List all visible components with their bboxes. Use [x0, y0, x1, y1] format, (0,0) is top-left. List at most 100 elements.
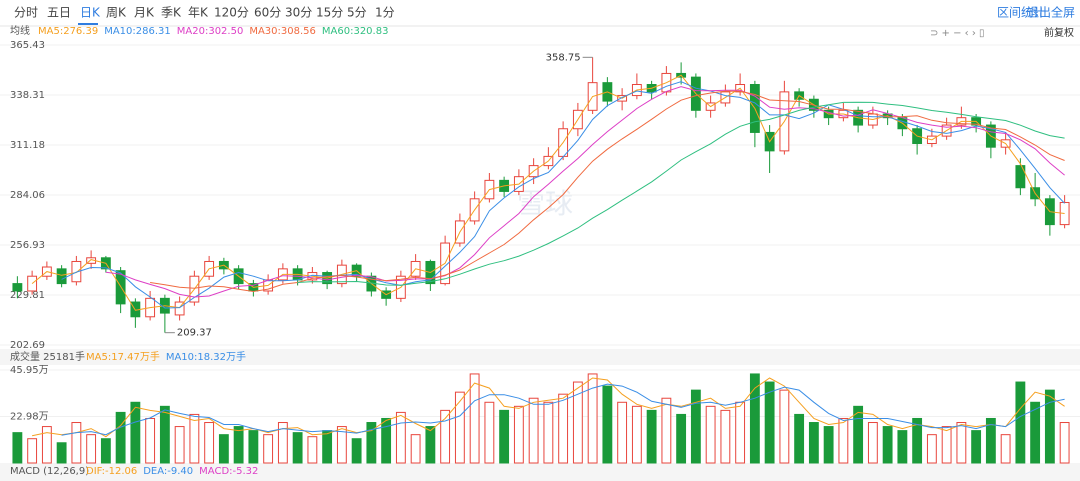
legend-item: DIF:-12.06	[86, 466, 137, 477]
volume-bar	[425, 426, 436, 464]
watermark: 雪球	[517, 187, 573, 220]
volume-bar	[27, 438, 38, 464]
moving-average-line	[105, 86, 1065, 298]
volume-bar	[1015, 381, 1026, 464]
period-tab[interactable]: 五日	[47, 6, 71, 20]
volume-tick-label: 45.95万	[10, 365, 49, 376]
volume-bar	[56, 442, 67, 464]
volume-bar	[882, 426, 893, 464]
volume-bar	[587, 373, 598, 464]
volume-bar	[499, 409, 510, 464]
chart-tools[interactable]: ⊃ + − ‹ › ▯	[930, 28, 985, 39]
volume-bar	[956, 422, 967, 464]
candle-body	[1015, 165, 1026, 189]
volume-bar	[233, 426, 244, 464]
y-tick-label: 338.31	[10, 90, 45, 101]
period-tab[interactable]: 月K	[134, 6, 155, 20]
volume-bar	[764, 381, 775, 464]
volume-bar	[204, 422, 215, 464]
volume-bar	[838, 417, 849, 464]
high-annotation: 358.75	[546, 52, 581, 63]
volume-bar	[572, 381, 583, 464]
volume-bar	[263, 434, 274, 464]
candle-body	[56, 268, 67, 285]
period-tab[interactable]: 60分	[254, 6, 281, 20]
volume-bar	[71, 422, 82, 464]
low-annotation: 209.37	[177, 328, 212, 339]
exit-fullscreen-link[interactable]: 退出全屏	[1027, 5, 1075, 20]
volume-bar	[985, 417, 996, 464]
legend-item: MA30:308.56	[249, 26, 316, 37]
period-tab[interactable]: 年K	[188, 6, 209, 20]
volume-bar	[912, 417, 923, 464]
legend-item: MA5:276.39	[38, 26, 98, 37]
period-tab[interactable]: 30分	[285, 6, 312, 20]
volume-bar	[218, 434, 229, 464]
moving-average-line	[61, 81, 1065, 309]
moving-average-line	[150, 90, 1065, 293]
volume-bar	[189, 413, 200, 464]
volume-bar	[853, 405, 864, 464]
volume-bar	[749, 373, 760, 464]
volume-bar	[174, 426, 185, 464]
legend-item: MA10:286.31	[104, 26, 171, 37]
volume-bar	[395, 411, 406, 464]
period-tab[interactable]: 5分	[347, 6, 367, 20]
adjust-toggle[interactable]: 前复权	[1044, 26, 1074, 39]
volume-bar	[867, 422, 878, 464]
legend-item: MA10:18.32万手	[166, 350, 246, 363]
moving-average-line	[297, 101, 1065, 286]
volume-bar	[159, 405, 170, 464]
legend-item: MA20:302.50	[177, 26, 244, 37]
volume-bar	[676, 413, 687, 464]
period-tab[interactable]: 120分	[214, 6, 249, 20]
volume-title: 成交量 25181手	[10, 350, 85, 363]
volume-bar	[661, 397, 672, 464]
legend-item: MA60:320.83	[322, 26, 389, 37]
volume-bar	[823, 426, 834, 464]
period-tab[interactable]: 周K	[106, 6, 127, 20]
macd-title: MACD (12,26,9)	[10, 466, 89, 477]
volume-bar	[794, 413, 805, 464]
period-tab[interactable]: 1分	[375, 6, 395, 20]
volume-bar	[322, 430, 333, 464]
volume-bar	[145, 417, 156, 464]
volume-bar	[602, 385, 613, 464]
ma-label: 均线	[10, 24, 30, 37]
volume-bar	[1044, 389, 1055, 464]
volume-tick-label: 22.98万	[10, 411, 49, 422]
volume-bar	[735, 401, 746, 464]
volume-bar	[941, 426, 952, 464]
period-tab[interactable]: 日K	[80, 6, 101, 20]
period-tab[interactable]: 季K	[161, 6, 182, 20]
volume-bar	[705, 405, 716, 464]
volume-ma-line	[61, 383, 1065, 436]
volume-bar	[646, 409, 657, 464]
range-stats-link[interactable]: 区间统计	[997, 6, 1045, 20]
volume-bar	[410, 434, 421, 464]
volume-bar	[926, 434, 937, 464]
volume-ma-line	[31, 377, 1065, 438]
legend-item: DEA:-9.40	[143, 466, 193, 477]
volume-bar	[351, 438, 362, 464]
volume-bar	[469, 373, 480, 464]
y-tick-label: 202.69	[10, 340, 45, 351]
volume-bar	[1059, 422, 1070, 464]
y-tick-label: 311.18	[10, 140, 45, 151]
volume-bar	[130, 401, 141, 464]
toolbar	[0, 0, 1080, 26]
volume-bar	[528, 397, 539, 464]
y-tick-label: 229.81	[10, 290, 45, 301]
macd-header	[0, 463, 1080, 481]
volume-bar	[86, 434, 97, 464]
volume-bar	[41, 426, 52, 464]
volume-bar	[248, 430, 259, 464]
candle-body	[174, 301, 185, 316]
period-tab[interactable]: 15分	[316, 6, 343, 20]
volume-bar	[617, 401, 628, 464]
volume-bar	[631, 405, 642, 464]
period-tab[interactable]: 分时	[14, 6, 38, 20]
volume-bar	[307, 436, 318, 464]
volume-bar	[484, 401, 495, 464]
